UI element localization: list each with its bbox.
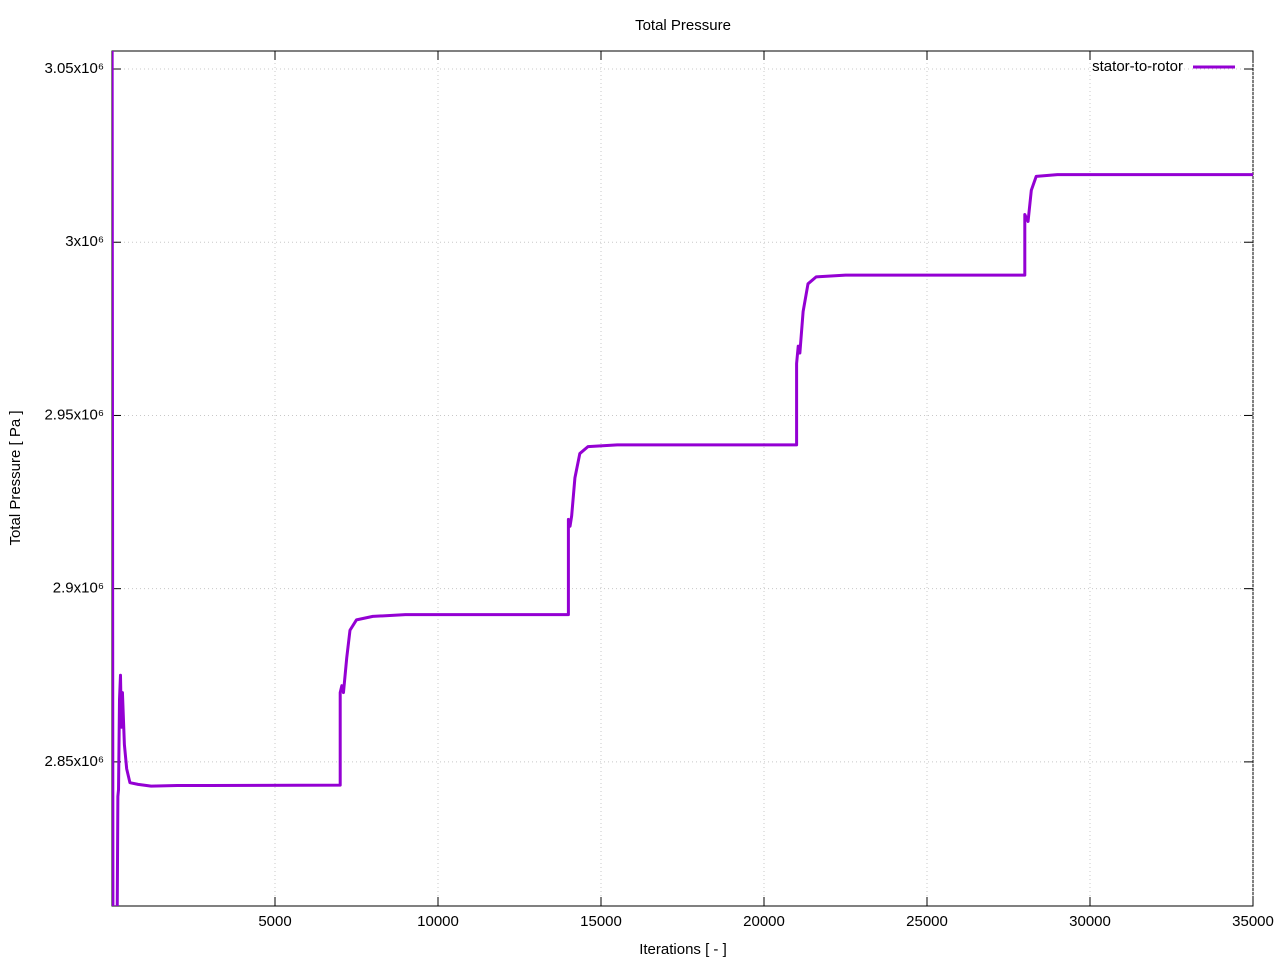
plot-frame — [111, 50, 1254, 907]
x-tick-label: 35000 — [1232, 913, 1274, 930]
x-tick-label: 30000 — [1069, 913, 1111, 930]
y-axis-label: Total Pressure [ Pa ] — [7, 410, 24, 545]
y-tick-label: 2.9x10⁶ — [53, 580, 104, 597]
x-tick-label: 15000 — [580, 913, 622, 930]
y-tick-label: 2.95x10⁶ — [44, 406, 104, 423]
legend-label: stator-to-rotor — [1092, 58, 1183, 75]
x-tick-label: 10000 — [417, 913, 459, 930]
y-tick-label: 3.05x10⁶ — [44, 60, 104, 77]
x-tick-label: 20000 — [743, 913, 785, 930]
chart-title: Total Pressure — [635, 17, 731, 34]
y-tick-label: 2.85x10⁶ — [44, 753, 104, 770]
x-tick-label: 5000 — [258, 913, 291, 930]
data-line — [112, 51, 1253, 906]
x-axis-label: Iterations [ - ] — [639, 941, 727, 958]
y-tick-label: 3x10⁶ — [65, 233, 104, 250]
x-tick-label: 25000 — [906, 913, 948, 930]
